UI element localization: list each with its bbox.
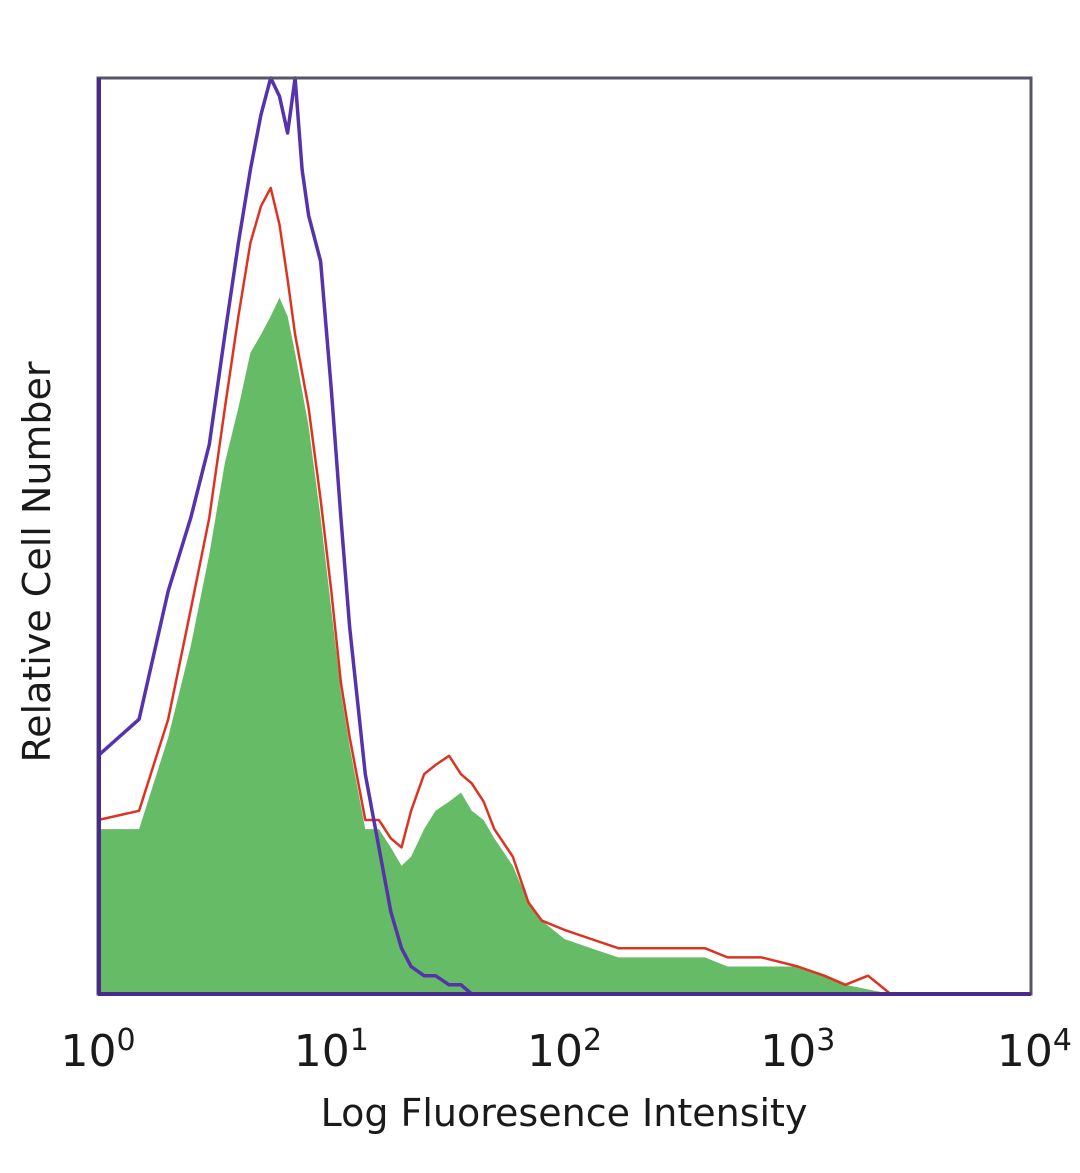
x-tick-label: 104 bbox=[997, 1023, 1072, 1077]
y-axis-title: Relative Cell Number bbox=[15, 361, 59, 762]
x-tick-labels: 100 101 102 103 104 bbox=[60, 1023, 1072, 1077]
purple-histogram-line bbox=[96, 76, 484, 996]
x-tick-label: 103 bbox=[760, 1023, 835, 1077]
red-histogram-line bbox=[97, 186, 892, 995]
x-tick-label: 101 bbox=[294, 1023, 369, 1077]
series-layer bbox=[96, 76, 892, 996]
x-tick-label: 100 bbox=[60, 1023, 135, 1077]
x-tick-label: 102 bbox=[527, 1023, 602, 1077]
filled-histogram bbox=[98, 297, 891, 994]
x-axis-title: Log Fluoresence Intensity bbox=[321, 1091, 808, 1135]
